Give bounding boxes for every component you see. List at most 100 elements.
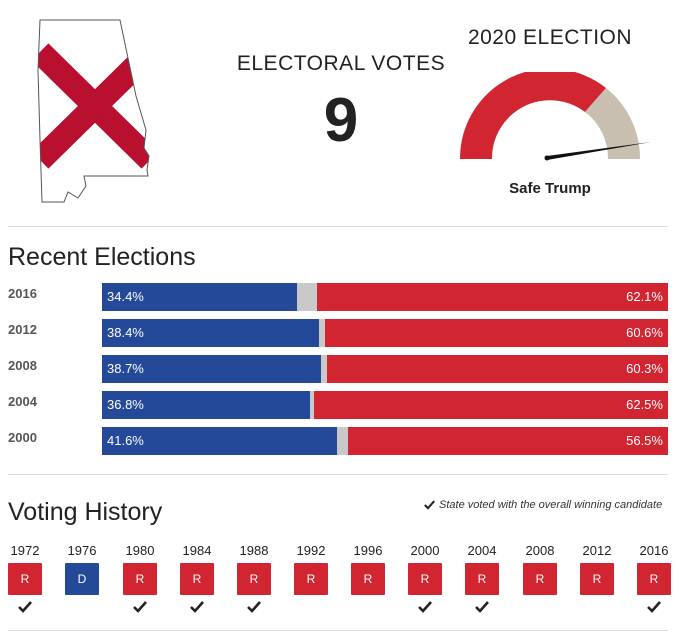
election-year: 2012 [8,322,37,337]
electoral-votes-value: 9 [323,86,359,155]
rep-share-bar: 62.1% [316,283,668,311]
election-row: 2004 36.8% 62.5% [0,388,675,419]
alabama-flag-map-icon [37,19,150,203]
party-letter: R [535,572,545,586]
party-badge: R [523,563,557,595]
history-item: 1972 R [8,543,48,623]
dem-share-label: 41.6% [107,433,144,448]
summary-header: ELECTORAL VOTES 9 2020 ELECTION Safe Tru… [0,0,675,226]
party-badge: D [65,563,99,595]
history-item: 2004 R [465,543,505,623]
dem-share-bar: 34.4% [102,283,297,311]
election-bar: 41.6% 56.5% [102,427,668,455]
rep-share-bar: 60.6% [325,319,668,347]
party-letter: R [649,572,659,586]
election-year: 2008 [8,358,37,373]
winner-legend-text: State voted with the overall winning can… [439,499,663,511]
party-letter: R [20,572,30,586]
check-icon [418,601,432,613]
party-letter: R [192,572,202,586]
other-share-bar [319,319,325,347]
dem-share-bar: 38.4% [102,319,320,347]
check-icon [647,601,661,613]
rep-share-label: 62.1% [626,289,663,304]
rep-share-label: 62.5% [626,397,663,412]
election-bar: 34.4% 62.1% [102,283,668,311]
party-letter: R [477,572,487,586]
rating-gauge [459,72,651,161]
electoral-votes-label: ELECTORAL VOTES [236,52,446,75]
election-row: 2000 41.6% 56.5% [0,424,675,455]
rep-share-bar: 56.5% [348,427,668,455]
dem-share-label: 34.4% [107,289,144,304]
history-item: 2008 R [523,543,563,623]
divider [8,630,668,631]
party-badge: R [351,563,385,595]
party-letter: R [363,572,373,586]
history-year: 2000 [410,543,440,558]
party-badge: R [123,563,157,595]
check-icon [190,601,204,613]
voting-history-list: 1972 R 1976 D 1980 R 1984 R 1988 R 1992 … [0,543,675,623]
history-year: 2004 [467,543,497,558]
election-year: 2000 [8,430,37,445]
history-item: 1988 R [237,543,277,623]
party-badge: R [465,563,499,595]
dem-share-bar: 36.8% [102,391,311,419]
party-badge: R [294,563,328,595]
party-badge: R [8,563,42,595]
history-item: 1984 R [180,543,220,623]
history-year: 1988 [239,543,269,558]
history-year: 1972 [10,543,40,558]
election-row: 2012 38.4% 60.6% [0,316,675,347]
other-share-bar [321,355,327,383]
voting-history-title: Voting History [8,498,163,526]
check-icon [18,601,32,613]
rating-label: Safe Trump [509,180,591,197]
history-year: 2012 [582,543,612,558]
winner-legend: State voted with the overall winning can… [424,499,662,511]
history-year: 2008 [525,543,555,558]
party-letter: R [420,572,430,586]
other-share-bar [296,283,317,311]
dem-share-bar: 41.6% [102,427,338,455]
party-letter: R [306,572,316,586]
dem-share-bar: 38.7% [102,355,322,383]
election-year: 2016 [8,286,37,301]
election-year: 2004 [8,394,37,409]
history-year: 1992 [296,543,326,558]
party-badge: R [408,563,442,595]
check-icon [475,601,489,613]
election-bar: 38.7% 60.3% [102,355,668,383]
check-icon [247,601,261,613]
history-year: 1996 [353,543,383,558]
party-letter: R [249,572,259,586]
recent-elections-title: Recent Elections [8,243,196,271]
history-item: 1980 R [123,543,163,623]
history-item: 1996 R [351,543,391,623]
election-bar: 38.4% 60.6% [102,319,668,347]
rep-share-bar: 62.5% [314,391,668,419]
party-badge: R [580,563,614,595]
rep-share-label: 56.5% [626,433,663,448]
other-share-bar [337,427,349,455]
rep-share-label: 60.3% [626,361,663,376]
party-letter: R [592,572,602,586]
party-letter: D [77,572,87,586]
history-item: 1992 R [294,543,334,623]
history-item: 2000 R [408,543,448,623]
divider [8,474,668,475]
history-item: 2016 R [637,543,675,623]
history-year: 1976 [67,543,97,558]
dem-share-label: 38.7% [107,361,144,376]
party-badge: R [180,563,214,595]
party-badge: R [237,563,271,595]
history-item: 2012 R [580,543,620,623]
gauge-needle [547,142,651,160]
divider [8,226,668,227]
check-icon [424,500,435,510]
history-year: 1984 [182,543,212,558]
history-item: 1976 D [65,543,105,623]
party-badge: R [637,563,671,595]
election-title: 2020 ELECTION [467,26,633,49]
